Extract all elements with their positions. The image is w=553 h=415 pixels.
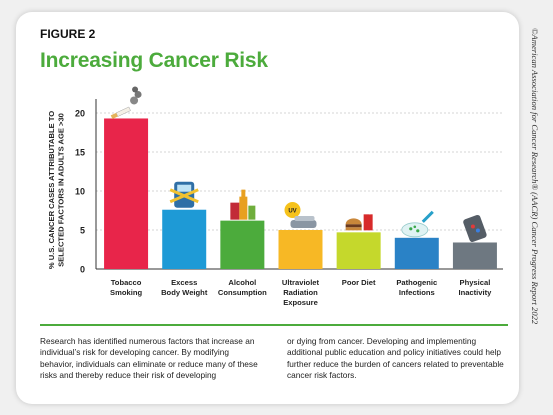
scale-icon (169, 181, 199, 208)
x-tick-label: Excess Body Weight (161, 278, 208, 297)
x-tick-label: Physical Inactivity (458, 278, 492, 297)
bar (220, 220, 265, 269)
figure-card (16, 12, 519, 404)
bar (394, 237, 439, 269)
y-tick-label: 5 (80, 226, 85, 236)
x-tick-label: Poor Diet (342, 278, 376, 287)
bar (452, 242, 497, 269)
svg-text:UV: UV (288, 209, 296, 215)
y-axis-label: % U.S. CANCER CASES ATTRIBUTABLE TOSELEC… (47, 111, 66, 269)
x-tick-label: Pathogenic Infections (396, 278, 437, 297)
figure-label: FIGURE 2 (40, 27, 96, 41)
bar (162, 209, 207, 269)
bar (336, 232, 381, 269)
figure-title: Increasing Cancer Risk (40, 49, 268, 72)
y-tick-label: 15 (75, 148, 85, 158)
x-tick-label: Tobacco Smoking (110, 278, 142, 297)
x-tick-label: Alcohol Consumption (218, 278, 267, 297)
alcohol-bottles-icon (230, 189, 256, 220)
section-divider (40, 324, 508, 326)
bacteria-petri-dish-icon (401, 210, 434, 238)
sun-tanning-bed-icon: UV (284, 202, 317, 228)
y-tick-label: 20 (75, 109, 85, 119)
cigarette-icon (110, 86, 142, 120)
game-controller-icon (463, 214, 487, 242)
y-tick-label: 0 (80, 265, 85, 275)
body-text-right: or dying from cancer. Developing and imp… (287, 336, 504, 380)
body-text-left: Research has identified numerous factors… (40, 336, 258, 380)
fast-food-icon (345, 208, 373, 231)
x-tick-label: Ultraviolet Radiation Exposure (282, 278, 320, 307)
bar (278, 230, 323, 269)
bar (104, 118, 149, 270)
y-tick-label: 10 (75, 187, 85, 197)
